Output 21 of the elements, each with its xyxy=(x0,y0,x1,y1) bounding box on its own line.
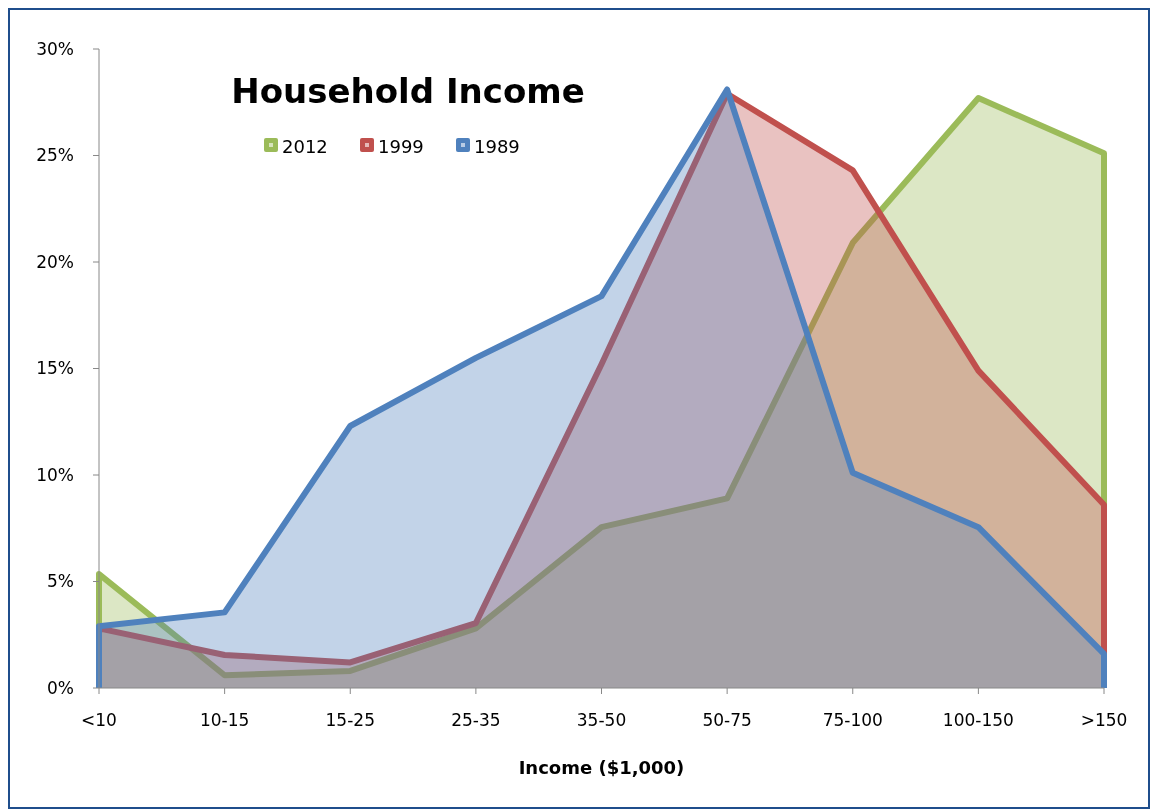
y-tick-label: 25% xyxy=(36,145,74,166)
legend-label: 2012 xyxy=(282,136,328,158)
x-axis-title: Income ($1,000) xyxy=(518,757,685,778)
x-tick-label: 15-25 xyxy=(325,710,375,730)
x-tick-label: 50-75 xyxy=(702,710,752,730)
x-tick-label: >150 xyxy=(1080,710,1128,730)
x-tick-label: 25-35 xyxy=(451,710,501,730)
y-tick-label: 30% xyxy=(36,38,74,59)
x-tick-label: 35-50 xyxy=(576,710,627,730)
x-tick-label: <10 xyxy=(81,710,117,730)
x-tick-label: 75-100 xyxy=(822,710,883,730)
y-tick-label: 0% xyxy=(47,677,74,698)
x-tick-label: 100-150 xyxy=(942,710,1014,730)
legend-label: 1999 xyxy=(378,136,424,158)
y-tick-label: 5% xyxy=(47,571,74,592)
text: Household Income xyxy=(231,71,585,111)
y-tick-label: 20% xyxy=(36,251,74,272)
x-tick-label: 10-15 xyxy=(199,710,250,730)
y-tick-label: 10% xyxy=(36,464,74,485)
legend-label: 1989 xyxy=(474,136,520,158)
y-tick-label: 15% xyxy=(36,358,74,379)
